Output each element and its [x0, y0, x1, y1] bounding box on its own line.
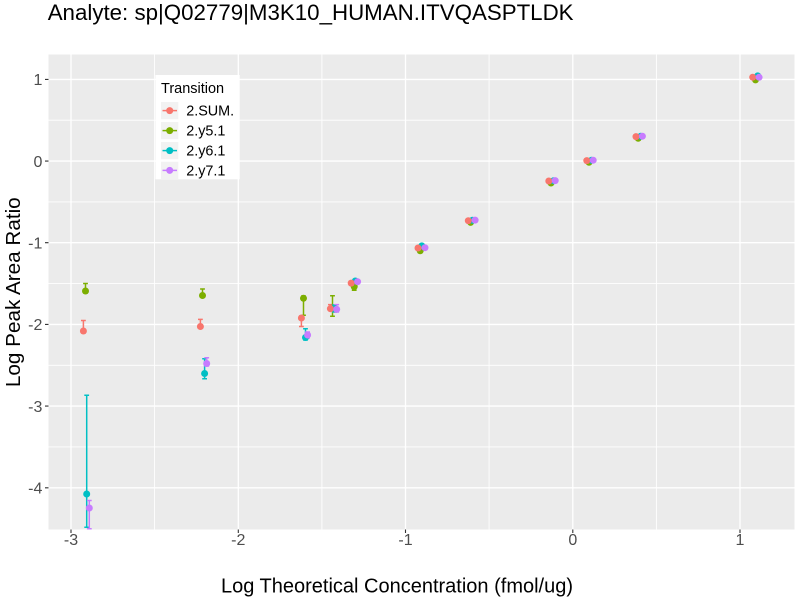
svg-text:-2: -2: [28, 317, 42, 334]
svg-text:1: 1: [33, 72, 42, 89]
svg-text:2.y6.1: 2.y6.1: [186, 144, 225, 160]
svg-text:2.SUM.: 2.SUM.: [186, 104, 234, 120]
svg-text:-3: -3: [28, 399, 42, 416]
svg-text:2.y7.1: 2.y7.1: [186, 163, 225, 179]
svg-text:0: 0: [33, 154, 42, 171]
svg-text:-2: -2: [231, 532, 245, 549]
svg-text:2.y5.1: 2.y5.1: [186, 124, 225, 140]
svg-text:Log Theoretical Concentration: Log Theoretical Concentration (fmol/ug): [221, 575, 573, 597]
svg-text:1: 1: [736, 532, 745, 549]
svg-text:Transition: Transition: [161, 81, 224, 97]
svg-text:Log Peak Area Ratio: Log Peak Area Ratio: [2, 197, 25, 387]
svg-text:0: 0: [568, 532, 577, 549]
svg-text:-3: -3: [64, 532, 78, 549]
svg-text:Analyte: sp|Q02779|M3K10_HUMAN: Analyte: sp|Q02779|M3K10_HUMAN.ITVQASPTL…: [48, 0, 574, 25]
svg-text:-1: -1: [28, 236, 42, 253]
svg-text:-4: -4: [28, 481, 42, 498]
svg-text:-1: -1: [398, 532, 412, 549]
